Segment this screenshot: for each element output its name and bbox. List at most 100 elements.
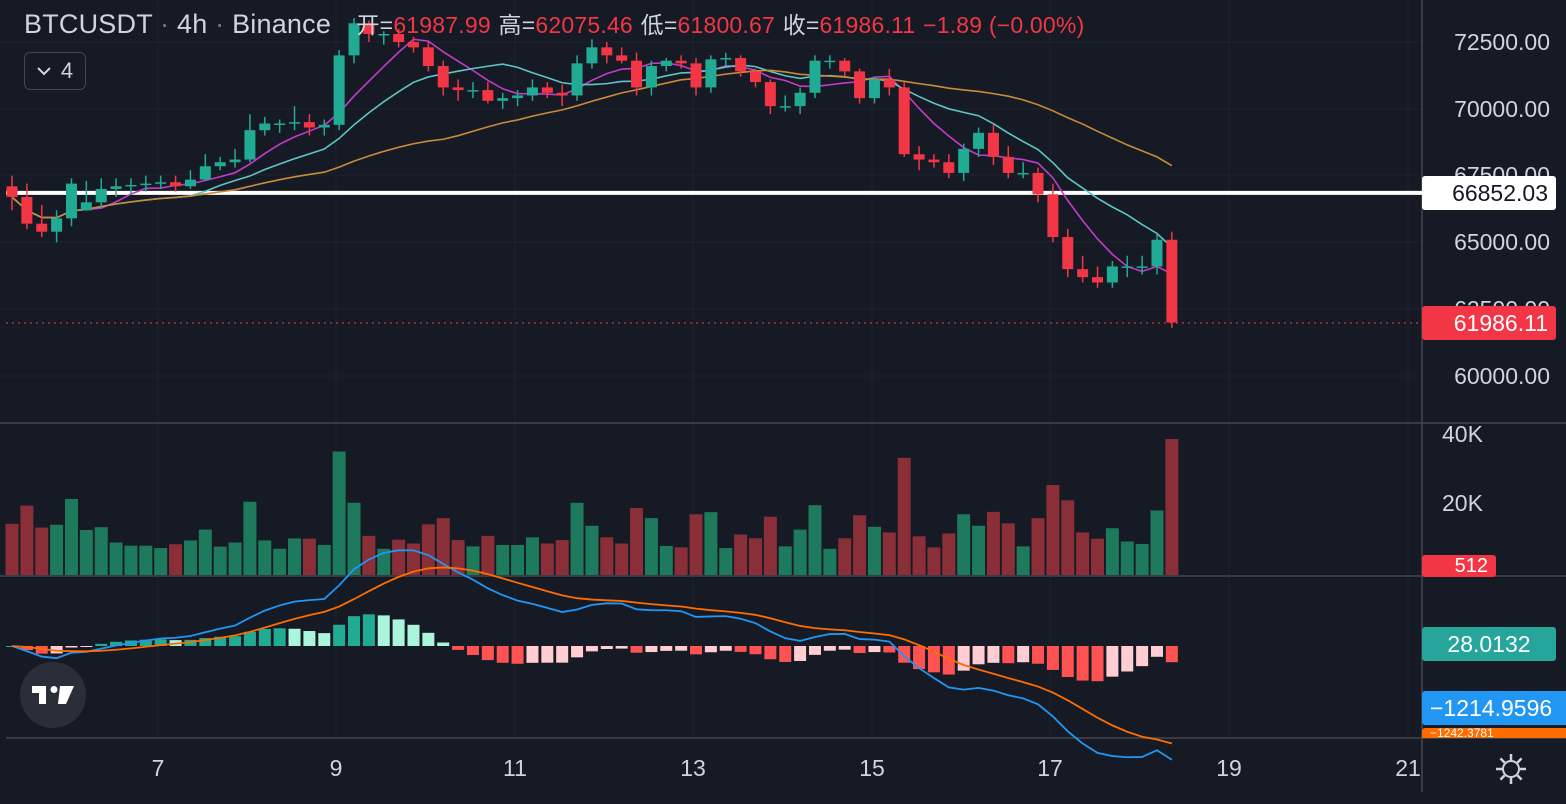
macd-histogram-bar <box>556 646 569 663</box>
macd-histogram-bar <box>80 646 93 647</box>
candle <box>526 79 538 101</box>
candle <box>1032 167 1044 203</box>
tradingview-logo-icon <box>32 686 74 704</box>
candle <box>36 204 48 238</box>
candle-body <box>333 55 345 125</box>
volume-bar <box>436 518 450 575</box>
gear-icon[interactable] <box>1494 752 1528 786</box>
candle-body <box>690 63 702 88</box>
low-label: 低= <box>640 12 678 38</box>
horizontal-line-label[interactable]: 66852.03 <box>1422 176 1556 210</box>
candle-body <box>973 132 985 149</box>
open-value: 61987.99 <box>393 12 491 38</box>
candle-body <box>750 71 761 83</box>
volume-bar <box>630 508 644 575</box>
macd-histogram-bar <box>1032 646 1045 664</box>
volume-bar <box>5 523 19 575</box>
macd-histogram-bar <box>541 646 554 663</box>
candle-body <box>571 63 583 96</box>
time-tick-label: 21 <box>1395 755 1421 781</box>
volume-bar <box>421 524 435 575</box>
candle <box>735 55 747 77</box>
candle <box>883 68 895 96</box>
candle <box>363 20 375 42</box>
candle-body <box>36 223 48 232</box>
candle <box>140 175 152 192</box>
volume-bar <box>1031 518 1045 575</box>
volume-bar <box>109 542 123 575</box>
high-value: 62075.46 <box>535 12 633 38</box>
macd-histogram-bar <box>690 646 703 655</box>
macd-histogram-bar <box>853 646 866 654</box>
macd-histogram-bar <box>422 632 435 646</box>
macd-histogram-bar <box>496 646 509 663</box>
candle <box>1136 255 1148 275</box>
interval[interactable]: 4h <box>177 9 208 39</box>
candle-body <box>541 87 553 93</box>
volume-last-label: 512 <box>1422 555 1496 577</box>
candle-body <box>675 60 687 64</box>
volume-bar <box>35 527 49 575</box>
legend-separator: · <box>160 9 170 39</box>
price-tick-label: 65000.00 <box>1454 229 1550 255</box>
macd-histogram-bar <box>942 646 955 675</box>
tradingview-logo[interactable] <box>20 662 86 728</box>
volume-bar <box>793 529 807 575</box>
volume-bar <box>332 451 346 575</box>
volume-bar <box>481 535 495 575</box>
macd-histogram-bar <box>1061 646 1074 677</box>
candle <box>497 92 509 109</box>
macd-line <box>11 549 1173 761</box>
macd-histogram-bar <box>868 646 881 653</box>
price-tick-label: 72500.00 <box>1454 29 1550 55</box>
macd-histogram-bar <box>734 646 747 652</box>
candle-body <box>125 184 137 187</box>
candles <box>6 17 1178 328</box>
candle <box>1121 255 1133 278</box>
macd-histogram-bar <box>749 646 762 655</box>
volume-bar <box>1165 439 1179 575</box>
volume-bar <box>183 540 197 575</box>
indicators-toggle-button[interactable]: 4 <box>24 52 86 90</box>
volume-bar <box>867 526 881 575</box>
volume-bar <box>778 546 792 575</box>
candle <box>467 82 479 99</box>
candle <box>556 84 568 107</box>
close-value: 61986.11 <box>819 12 916 38</box>
candle <box>958 143 970 181</box>
candle-body <box>289 122 301 124</box>
candle <box>928 154 940 168</box>
candle <box>407 36 419 53</box>
time-tick-label: 19 <box>1216 755 1242 781</box>
volume-bar <box>466 546 480 575</box>
macd-histogram-bar <box>273 628 286 646</box>
volume-bar <box>1135 543 1149 575</box>
candle <box>839 58 851 77</box>
symbol-name[interactable]: BTCUSDT <box>24 9 153 39</box>
candle-body <box>868 79 880 99</box>
candle-body <box>65 183 77 219</box>
macd-histogram-bar <box>660 646 673 651</box>
volume-bar <box>615 543 629 575</box>
macd-histogram-bar <box>466 646 479 656</box>
candle <box>452 79 464 101</box>
macd-histogram-bar <box>779 646 792 662</box>
candle-body <box>705 59 717 88</box>
volume-bar <box>317 544 331 575</box>
macd-histogram-bar <box>823 646 836 651</box>
macd-histogram-bar <box>511 646 524 664</box>
macd-histogram-bar <box>392 619 405 646</box>
candle-body <box>556 92 568 96</box>
volume-bar <box>392 539 406 575</box>
volume-bar <box>302 538 316 575</box>
chevron-down-icon <box>37 67 51 76</box>
candle-body <box>839 60 851 72</box>
macd-histogram-bar <box>199 638 212 646</box>
candle <box>675 55 687 69</box>
candle-body <box>437 66 449 88</box>
candle-body <box>467 90 479 92</box>
candle <box>51 210 63 243</box>
volume-bar <box>600 537 614 575</box>
volume-bar <box>198 529 212 575</box>
